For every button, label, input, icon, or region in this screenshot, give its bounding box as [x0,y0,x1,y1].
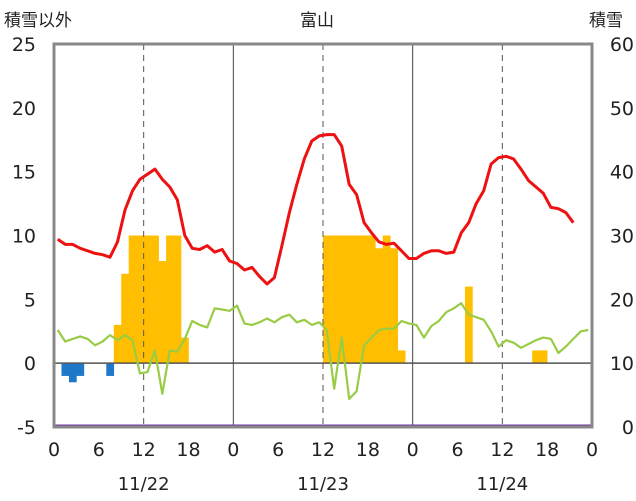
snow-bar [539,350,548,364]
left-tick-label: 10 [12,226,36,248]
x-tick-label: 12 [490,439,514,461]
snow-bar [337,235,346,364]
snow-bar [352,235,361,364]
snow-bar [367,235,376,364]
snow-bar [382,235,391,364]
snow-bar [173,235,182,364]
x-tick-label: 18 [356,439,380,461]
snow-bar [532,350,540,364]
date-labels: 11/22 11/23 11/24 [118,474,529,495]
left-tick-label: 25 [12,34,36,56]
left-axis-label: 積雪以外 [4,11,72,31]
date-label: 11/23 [297,474,349,495]
snow-bar [151,235,159,364]
snow-bar [166,235,174,364]
x-tick-label: 0 [586,439,598,461]
negative-bar [61,363,70,376]
left-tick-label: 15 [12,162,36,184]
chart-title: 富山 [300,11,334,31]
x-axis-ticks: 0 6 12 18 0 6 12 18 0 6 12 18 0 [48,439,598,461]
right-axis-label: 積雪 [589,11,623,31]
snow-bar [143,235,152,364]
grid-lines [54,44,592,427]
snow-bar [345,235,354,364]
snow-bar [136,235,144,364]
snow-bar [128,235,137,364]
right-tick-label: 20 [610,289,634,311]
plot-frame [52,42,594,429]
snow-bar [330,235,339,364]
snow-bar [464,286,473,364]
x-tick-label: 6 [272,439,284,461]
x-tick-label: 6 [93,439,105,461]
right-tick-label: 60 [610,34,634,56]
x-tick-label: 18 [535,439,559,461]
right-tick-label: 0 [622,417,634,439]
x-tick-label: 12 [132,439,156,461]
snow-bar [158,261,167,364]
date-label: 11/22 [118,474,170,495]
negative-bar [106,363,115,376]
snow-bar [323,235,331,364]
snow-bar [113,324,122,364]
left-tick-label: 5 [24,289,36,311]
right-tick-label: 50 [610,98,634,120]
right-axis-ticks: 60 50 40 30 20 10 0 [610,34,634,439]
x-tick-label: 0 [227,439,239,461]
red-series-line [56,133,575,286]
negative-bar [76,363,85,376]
snowfall-bars [113,235,548,364]
snow-bar [375,248,384,364]
green-series-line [56,302,589,400]
date-label: 11/24 [476,474,528,495]
snow-bar [390,248,399,364]
snow-bar [397,350,406,364]
negative-bars [61,363,115,383]
x-tick-label: 12 [311,439,335,461]
snow-bar [121,273,130,364]
x-tick-label: 0 [407,439,419,461]
left-tick-label: -5 [17,417,36,439]
left-axis-ticks: 25 20 15 10 5 0 -5 [12,34,36,439]
left-tick-label: 0 [24,353,36,375]
right-tick-label: 40 [610,162,634,184]
x-tick-label: 6 [451,439,463,461]
negative-bar [68,363,77,383]
right-tick-label: 10 [610,353,634,375]
x-tick-label: 18 [176,439,200,461]
snow-bar [360,235,369,364]
right-tick-label: 30 [610,226,634,248]
x-tick-label: 0 [48,439,60,461]
plot-border [52,42,594,429]
snow-bar [181,337,189,364]
left-tick-label: 20 [12,98,36,120]
